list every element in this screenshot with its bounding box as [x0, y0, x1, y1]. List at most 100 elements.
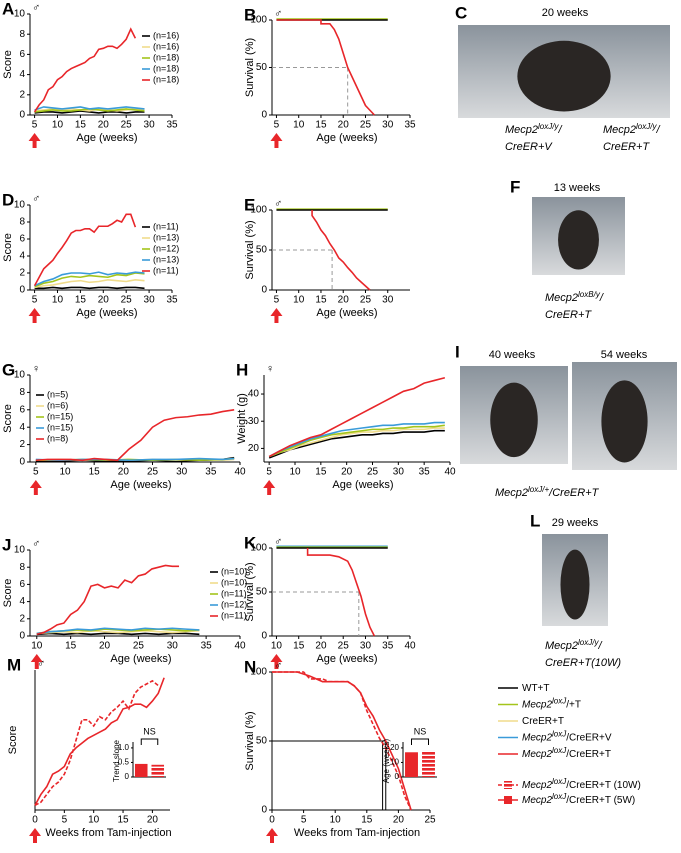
panel-label: H — [236, 360, 248, 379]
photo-mouse — [560, 549, 590, 620]
panel-label: N — [244, 657, 256, 676]
legend-label: WT+T — [522, 683, 550, 694]
series-line — [34, 110, 145, 114]
x-tick-label: 20 — [315, 641, 327, 652]
x-tick-label: 15 — [117, 815, 129, 826]
caption-text: CreER+T — [603, 141, 650, 153]
y-tick-label: 2 — [19, 268, 25, 279]
x-tick-label: 5 — [33, 467, 39, 478]
x-tick-label: 35 — [382, 641, 394, 652]
panel-label: G — [2, 360, 15, 379]
y-tick-label: 8 — [19, 217, 25, 228]
x-tick-label: 15 — [65, 641, 77, 652]
sex-symbol: ♀ — [266, 363, 274, 375]
caption: Mecp2loxJ/y/ — [603, 122, 660, 136]
x-axis-label: Age (weeks) — [76, 132, 137, 144]
caption-superscript: loxB/y — [578, 290, 601, 299]
photo-title: 40 weeks — [489, 349, 536, 361]
legend-label: (n=5) — [47, 389, 68, 399]
y-tick-label: 4 — [19, 422, 25, 433]
caption: Mecp2loxB/y/ — [545, 290, 604, 304]
y-axis-label: Score — [2, 579, 14, 608]
y-tick-label: 20 — [248, 443, 260, 454]
y-axis-label: Survival (%) — [244, 562, 256, 621]
y-axis-label: Score — [2, 233, 14, 262]
x-tick-label: 25 — [360, 120, 372, 131]
inset-bar — [134, 763, 148, 777]
x-tick-label: 10 — [88, 815, 100, 826]
x-tick-label: 20 — [147, 815, 159, 826]
x-tick-label: 15 — [315, 467, 327, 478]
y-tick-label: 100 — [250, 15, 267, 26]
significance-label: NS — [414, 726, 427, 736]
panel-label: B — [244, 5, 256, 24]
x-tick-label: 30 — [167, 641, 179, 652]
y-tick-label: 100 — [250, 205, 267, 216]
legend-text: Mecp2 — [522, 795, 552, 806]
sex-symbol: ♂ — [32, 2, 40, 14]
caption-text: Mecp2 — [545, 640, 578, 652]
y-tick-label: 8 — [19, 29, 25, 40]
y-tick-label: 0 — [19, 110, 25, 121]
caption-superscript: loxJ/y — [538, 122, 559, 131]
series-line — [34, 108, 145, 112]
legend-text: Mecp2 — [522, 699, 552, 710]
legend-text: /CreER+T (5W) — [566, 795, 635, 806]
caption-text: /CreER+T — [548, 487, 599, 499]
caption: Mecp2loxJ/y/ — [505, 122, 562, 136]
legend-superscript: loxJ — [552, 792, 567, 801]
red-arrow — [28, 308, 41, 323]
x-tick-label: 35 — [419, 467, 431, 478]
series-line — [36, 630, 200, 635]
legend-label: Mecp2loxJ/+T — [522, 697, 581, 710]
red-arrow — [29, 828, 41, 843]
x-tick-label: 5 — [32, 295, 38, 306]
x-tick-label: 30 — [382, 295, 394, 306]
legend-superscript: loxJ — [552, 777, 567, 786]
series-line — [268, 427, 445, 458]
inset-y-tick-label: 0.5 — [118, 758, 130, 767]
legend-label: (n=13) — [153, 254, 179, 264]
red-arrow — [263, 480, 276, 495]
caption-text: CreER+T(10W) — [545, 657, 621, 669]
photo-title: 54 weeks — [601, 349, 648, 361]
x-tick-label: 35 — [205, 467, 217, 478]
legend-label: (n=16) — [153, 30, 179, 40]
red-arrow — [266, 828, 278, 843]
legend-label: (n=11) — [153, 221, 179, 231]
legend-label: (n=8) — [47, 433, 68, 443]
x-tick-label: 15 — [75, 120, 87, 131]
y-tick-label: 8 — [19, 562, 25, 573]
legend-text: Mecp2 — [522, 780, 552, 791]
red-arrow — [28, 133, 41, 148]
x-tick-label: 0 — [32, 815, 38, 826]
y-tick-label: 6 — [19, 404, 25, 415]
x-tick-label: 10 — [330, 815, 342, 826]
caption-superscript: loxJ/y — [636, 122, 657, 131]
x-axis-label: Age (weeks) — [110, 653, 171, 665]
caption-text: Mecp2 — [495, 487, 528, 499]
y-tick-label: 100 — [250, 543, 267, 554]
x-tick-label: 20 — [393, 815, 405, 826]
caption: CreER+T — [545, 309, 592, 321]
x-tick-label: 35 — [201, 641, 213, 652]
series-line — [33, 213, 137, 287]
y-tick-label: 4 — [19, 69, 25, 80]
x-tick-label: 20 — [98, 120, 110, 131]
y-tick-label: 8 — [19, 387, 25, 398]
x-tick-label: 15 — [293, 641, 305, 652]
y-tick-label: 6 — [19, 579, 25, 590]
series-line — [35, 409, 235, 462]
sex-symbol: ♂ — [32, 538, 40, 550]
x-tick-label: 40 — [234, 467, 246, 478]
x-axis-label: Age (weeks) — [316, 653, 377, 665]
x-tick-label: 5 — [62, 815, 68, 826]
x-tick-label: 10 — [293, 120, 305, 131]
y-tick-label: 4 — [19, 251, 25, 262]
x-tick-label: 10 — [59, 467, 71, 478]
sex-symbol: ♂ — [274, 660, 282, 672]
y-axis-label: Score — [7, 726, 19, 755]
x-axis-label: Weeks from Tam-injection — [294, 827, 420, 839]
x-tick-label: 10 — [293, 295, 305, 306]
series-line — [272, 671, 412, 811]
